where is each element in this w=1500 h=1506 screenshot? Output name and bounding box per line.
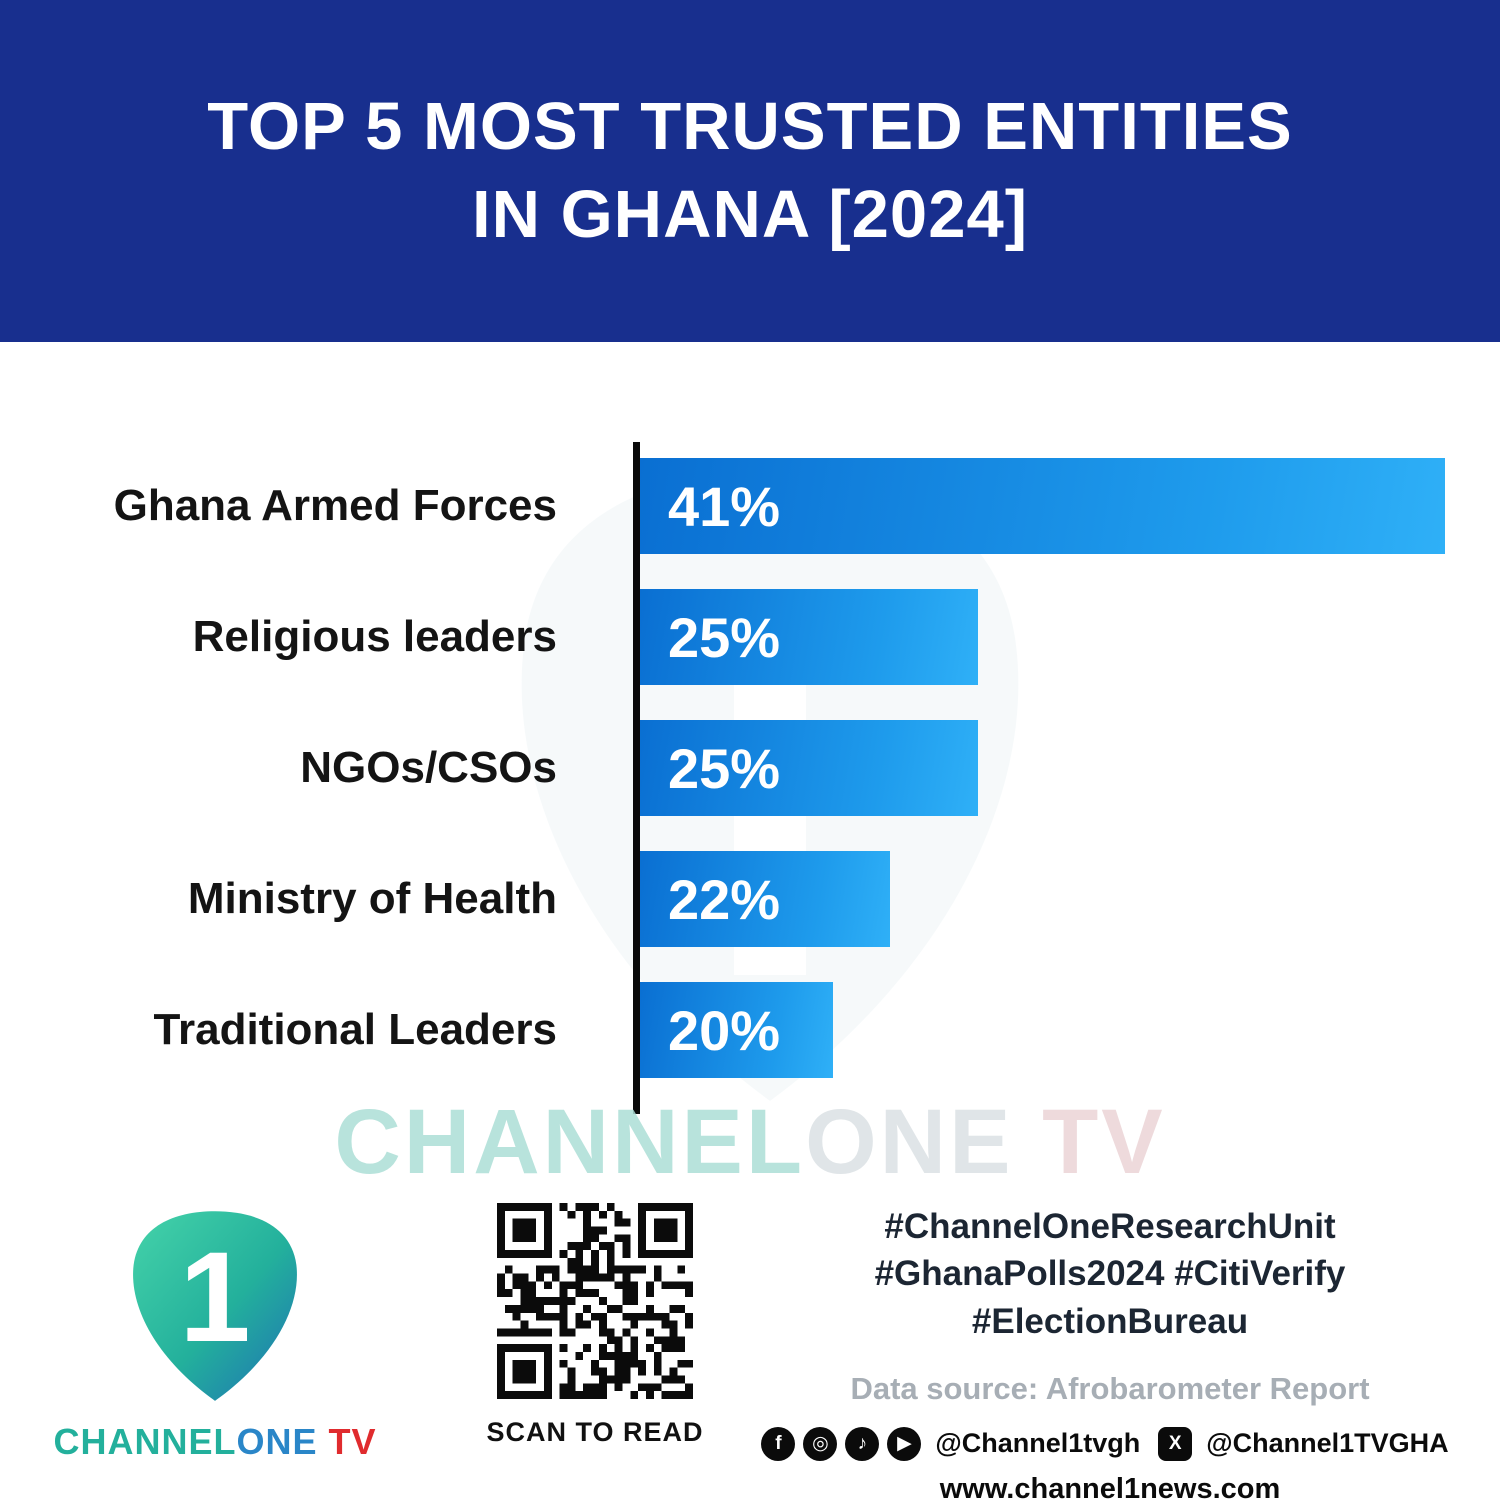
logo-wordmark: CHANNELONE TV (53, 1421, 376, 1463)
bar-row: Traditional Leaders 20% (0, 982, 1500, 1078)
page-title-line1: TOP 5 MOST TRUSTED ENTITIES (207, 88, 1293, 164)
bar-value-label: 22% (668, 867, 781, 931)
bar: 25% (640, 720, 979, 816)
bar-track: 20% (640, 982, 1445, 1078)
x-twitter-icon: X (1158, 1426, 1193, 1461)
tiktok-icon: ♪ (845, 1426, 880, 1461)
logo-word-tv: TV (317, 1421, 377, 1462)
chart-axis (633, 442, 640, 1114)
footer: 1 CHANNELONE TV SCAN TO READ #ChannelOne… (0, 1195, 1500, 1505)
logo-shape-icon (133, 1211, 297, 1401)
footer-info: #ChannelOneResearchUnit #GhanaPolls2024 … (760, 1195, 1500, 1506)
facebook-icon: f (761, 1426, 796, 1461)
bar: 20% (640, 982, 834, 1078)
website-url: www.channel1news.com (939, 1472, 1281, 1505)
hashtag-line-3: #ElectionBureau (971, 1301, 1249, 1341)
bar-category-label: Religious leaders (192, 612, 557, 661)
channel-one-watermark: CHANNELONE TV (0, 1090, 1500, 1195)
bar-category-label: Ghana Armed Forces (113, 481, 557, 530)
bar-chart: Ghana Armed Forces 41% Religious leaders 25… (0, 442, 1500, 1114)
bar: 25% (640, 589, 979, 685)
social-handle-2: @Channel1TVGHA (1206, 1428, 1449, 1459)
bar-value-label: 20% (668, 998, 781, 1062)
qr-code (497, 1203, 693, 1399)
bar-category-label: Traditional Leaders (153, 1005, 557, 1054)
youtube-icon: ▶ (887, 1426, 922, 1461)
social-row: f ◎ ♪ ▶ @Channel1tvgh X @Channel1TVGHA (761, 1426, 1458, 1461)
bar-track: 41% (640, 458, 1445, 554)
page-title-line2: IN GHANA [2024] (471, 177, 1029, 252)
watermark-part3: TV (1042, 1091, 1166, 1193)
bar: 22% (640, 851, 890, 947)
data-source-label: Data source: Afrobarometer Report (850, 1370, 1370, 1406)
watermark-part1: CHANNEL (334, 1091, 806, 1193)
logo-word-channel: CHANNEL (53, 1421, 237, 1462)
qr-block: SCAN TO READ (430, 1195, 760, 1448)
instagram-icon: ◎ (803, 1426, 838, 1461)
logo-word-one: ONE (236, 1421, 318, 1462)
bar-track: 25% (640, 720, 1445, 816)
bar: 41% (640, 458, 1445, 554)
chart-rows: Ghana Armed Forces 41% Religious leaders 25… (0, 458, 1500, 1078)
bar-category-label: Ministry of Health (187, 874, 557, 923)
logo-one-glyph: 1 (179, 1225, 251, 1369)
header-banner: TOP 5 MOST TRUSTED ENTITIES IN GHANA [20… (0, 0, 1500, 342)
bar-track: 22% (640, 851, 1445, 947)
logo-block: 1 CHANNELONE TV (0, 1195, 430, 1463)
qr-code-image (497, 1203, 693, 1399)
hashtag-line-2: #GhanaPolls2024 #CitiVerify (874, 1254, 1346, 1294)
bar-row: Ghana Armed Forces 41% (0, 458, 1500, 554)
bar-value-label: 41% (668, 474, 781, 538)
watermark-part2: ONE (805, 1091, 1043, 1193)
channel-one-logo: 1 (110, 1201, 320, 1407)
bar-value-label: 25% (668, 736, 781, 800)
bar-row: Religious leaders 25% (0, 589, 1500, 685)
bar-track: 25% (640, 589, 1445, 685)
bar-category-label: NGOs/CSOs (300, 743, 557, 792)
bar-value-label: 25% (668, 605, 781, 669)
qr-caption: SCAN TO READ (486, 1417, 704, 1447)
social-handle-1: @Channel1tvgh (935, 1428, 1141, 1459)
bar-row: Ministry of Health 22% (0, 851, 1500, 947)
bar-row: NGOs/CSOs 25% (0, 720, 1500, 816)
hashtag-line-1: #ChannelOneResearchUnit (884, 1207, 1336, 1246)
